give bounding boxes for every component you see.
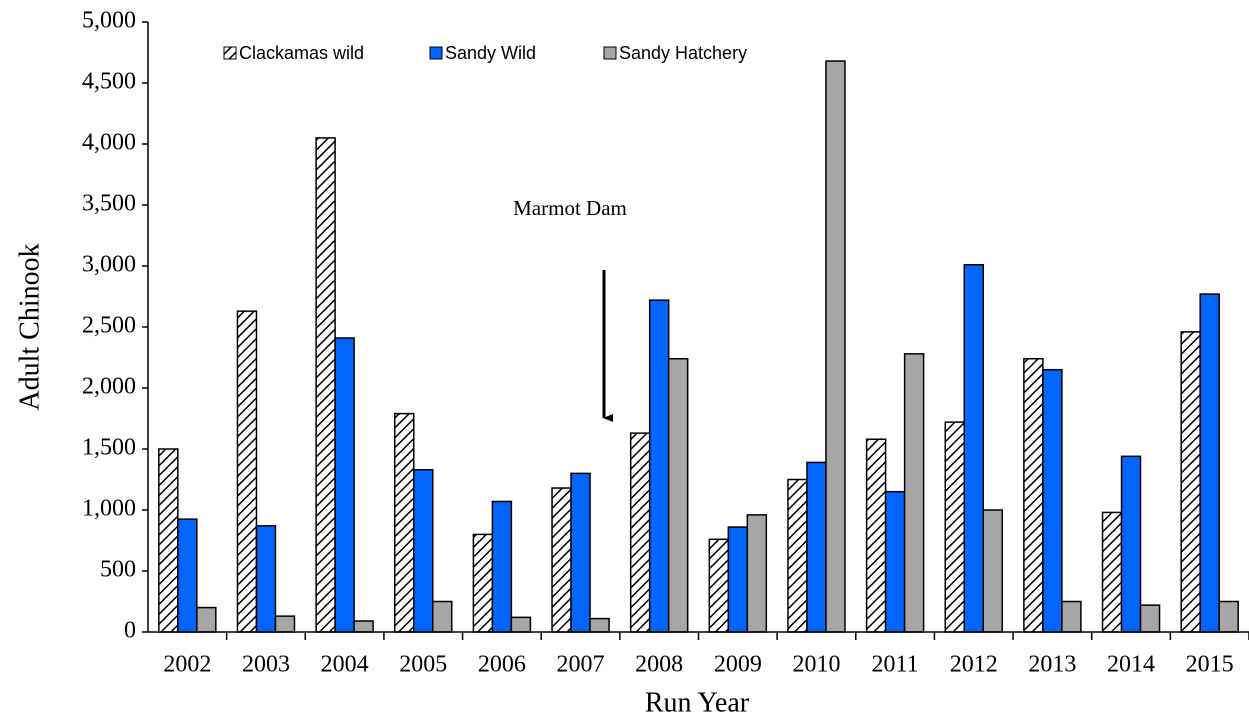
legend-swatch bbox=[603, 46, 617, 60]
y-tick-label: 0 bbox=[124, 618, 136, 644]
bar bbox=[746, 514, 768, 633]
bar bbox=[491, 500, 513, 633]
x-tick-label: 2005 bbox=[399, 652, 447, 678]
x-tick-label: 2014 bbox=[1107, 652, 1155, 678]
bar bbox=[903, 353, 925, 633]
y-tick-label: 4,000 bbox=[82, 130, 136, 156]
x-tick-label: 2004 bbox=[321, 652, 369, 678]
legend-label: Sandy Wild bbox=[445, 43, 536, 63]
bar bbox=[158, 448, 179, 633]
bar bbox=[432, 600, 453, 633]
bar bbox=[727, 526, 749, 633]
bar bbox=[177, 518, 198, 633]
y-tick-label: 1,000 bbox=[82, 496, 136, 522]
x-tick-label: 2011 bbox=[872, 652, 919, 678]
bar bbox=[884, 490, 906, 633]
bar bbox=[1120, 455, 1142, 633]
y-tick-label: 500 bbox=[100, 557, 136, 583]
bar bbox=[629, 432, 651, 633]
y-tick-label: 1,500 bbox=[82, 435, 136, 461]
y-tick-label: 5,000 bbox=[82, 8, 136, 34]
bar bbox=[510, 616, 532, 633]
y-tick-label: 3,000 bbox=[82, 252, 136, 278]
bar bbox=[963, 264, 984, 633]
legend-label: Sandy Hatchery bbox=[619, 43, 747, 63]
bar bbox=[413, 468, 434, 633]
bar bbox=[589, 617, 610, 633]
bar bbox=[551, 487, 572, 633]
x-tick-label: 2002 bbox=[163, 652, 211, 678]
bar bbox=[1061, 600, 1082, 633]
bar bbox=[982, 509, 1003, 633]
legend-label: Clackamas wild bbox=[239, 43, 364, 63]
x-tick-label: 2013 bbox=[1028, 652, 1076, 678]
x-tick-label: 2006 bbox=[478, 652, 526, 678]
bar bbox=[1101, 511, 1123, 633]
bar bbox=[1042, 368, 1063, 633]
x-tick-label: 2010 bbox=[792, 652, 840, 678]
x-tick-label: 2015 bbox=[1186, 652, 1234, 678]
bar bbox=[255, 525, 277, 633]
bar bbox=[944, 421, 965, 633]
y-tick-label: 3,500 bbox=[82, 191, 136, 217]
bar bbox=[1180, 331, 1201, 633]
y-tick-label: 2,500 bbox=[82, 313, 136, 339]
bar bbox=[806, 461, 827, 633]
x-tick-label: 2008 bbox=[635, 652, 683, 678]
legend-swatch bbox=[223, 46, 237, 60]
bar bbox=[1023, 357, 1044, 633]
x-tick-label: 2009 bbox=[714, 652, 762, 678]
x-axis-label: Run Year bbox=[645, 687, 750, 718]
y-tick-label: 2,000 bbox=[82, 374, 136, 400]
x-tick-label: 2007 bbox=[557, 652, 605, 678]
bar bbox=[570, 472, 591, 633]
bar bbox=[353, 620, 374, 633]
x-tick-label: 2003 bbox=[242, 652, 290, 678]
bar bbox=[648, 299, 670, 633]
bar bbox=[1199, 293, 1220, 633]
bar bbox=[394, 412, 415, 633]
legend-swatch bbox=[429, 46, 443, 60]
bar bbox=[315, 137, 336, 633]
bar bbox=[787, 478, 808, 633]
bar bbox=[865, 438, 887, 633]
y-axis-label: Adult Chinook bbox=[14, 243, 45, 410]
annotation: Marmot Dam bbox=[513, 196, 627, 220]
bar bbox=[1139, 604, 1161, 633]
bar bbox=[708, 538, 730, 633]
bar bbox=[196, 606, 217, 633]
x-tick-label: 2012 bbox=[950, 652, 998, 678]
bar bbox=[825, 60, 846, 633]
bar bbox=[667, 357, 689, 633]
y-tick-label: 4,500 bbox=[82, 69, 136, 95]
bar bbox=[236, 310, 258, 633]
bar bbox=[472, 533, 494, 633]
bar bbox=[274, 615, 296, 633]
bar bbox=[334, 337, 355, 633]
bar bbox=[1218, 600, 1239, 633]
